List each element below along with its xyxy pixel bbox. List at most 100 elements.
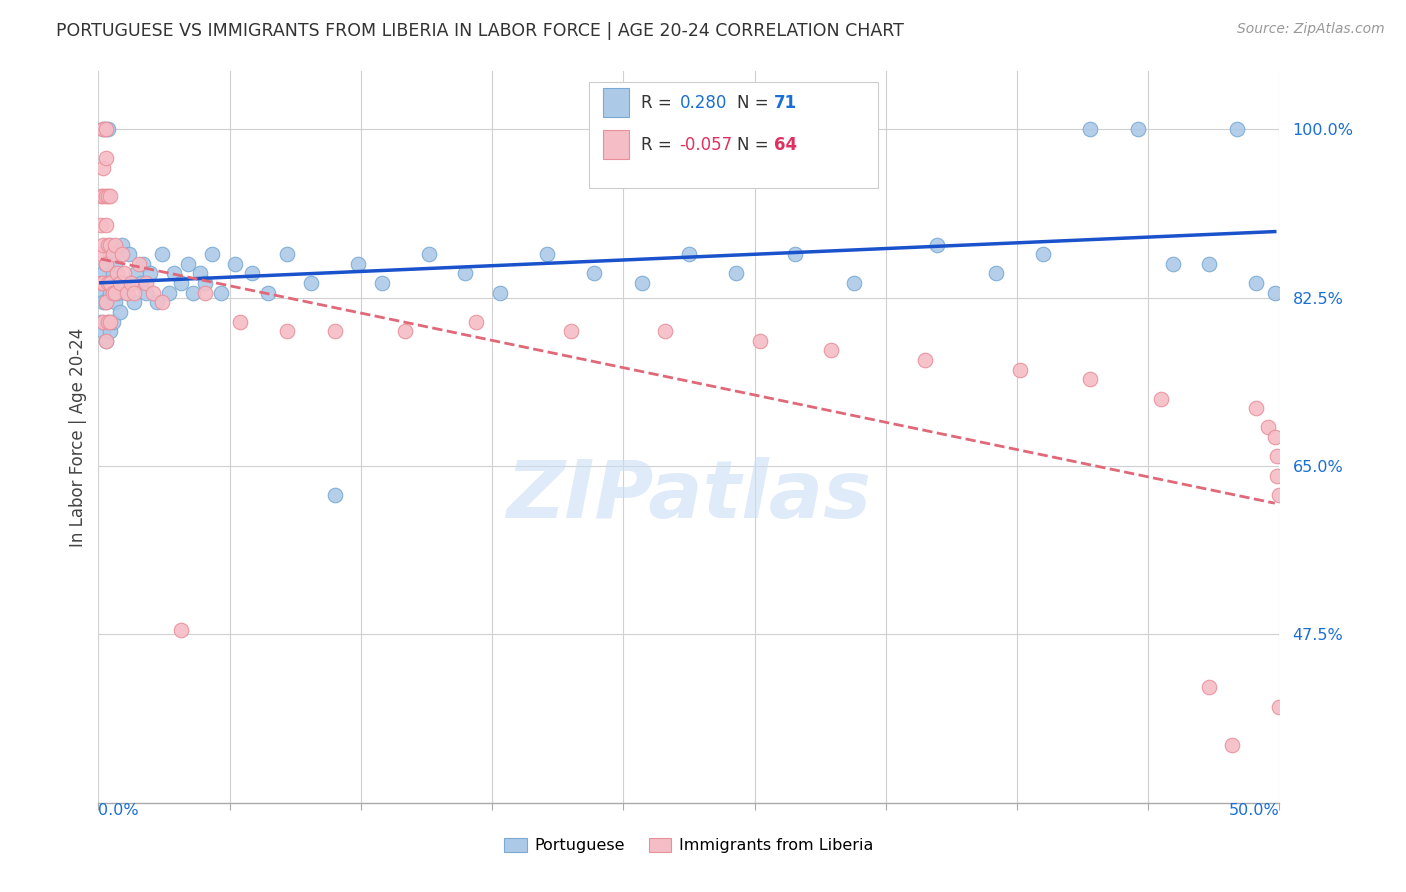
Point — [108, 276, 131, 290]
Text: -0.057: -0.057 — [679, 136, 733, 153]
FancyBboxPatch shape — [603, 88, 628, 118]
Point — [101, 315, 124, 329]
Point — [201, 247, 224, 261]
Text: N =: N = — [737, 136, 775, 153]
Point — [394, 324, 416, 338]
Point — [323, 488, 346, 502]
Point — [101, 285, 124, 300]
Point — [142, 285, 165, 300]
Point — [132, 257, 155, 271]
Point — [371, 276, 394, 290]
Point — [240, 267, 263, 281]
Point — [94, 334, 117, 348]
Point — [98, 324, 121, 338]
Point — [257, 285, 280, 300]
Point — [1198, 681, 1220, 695]
Point — [194, 285, 217, 300]
Point — [1268, 699, 1291, 714]
FancyBboxPatch shape — [603, 130, 628, 159]
Point — [94, 122, 117, 136]
Point — [1008, 362, 1031, 376]
Point — [1080, 122, 1102, 136]
Point — [104, 257, 127, 271]
Point — [135, 276, 157, 290]
Point — [91, 267, 114, 281]
Legend: Portuguese, Immigrants from Liberia: Portuguese, Immigrants from Liberia — [505, 838, 873, 854]
Point — [90, 276, 112, 290]
Point — [97, 189, 120, 203]
Point — [150, 295, 173, 310]
Point — [98, 315, 121, 329]
Y-axis label: In Labor Force | Age 20-24: In Labor Force | Age 20-24 — [69, 327, 87, 547]
Point — [583, 267, 606, 281]
Point — [97, 315, 120, 329]
Point — [630, 276, 652, 290]
Point — [115, 285, 138, 300]
Point — [209, 285, 232, 300]
Point — [101, 247, 124, 261]
Point — [1265, 468, 1288, 483]
Point — [1150, 392, 1173, 406]
Point — [91, 237, 114, 252]
Point — [984, 267, 1007, 281]
Point — [150, 247, 173, 261]
Point — [453, 267, 475, 281]
Point — [170, 623, 193, 637]
Point — [97, 276, 120, 290]
Point — [1080, 372, 1102, 386]
Point — [112, 276, 135, 290]
Point — [177, 257, 200, 271]
Point — [146, 295, 169, 310]
Text: R =: R = — [641, 94, 676, 112]
Point — [98, 276, 121, 290]
Point — [104, 237, 127, 252]
Text: PORTUGUESE VS IMMIGRANTS FROM LIBERIA IN LABOR FORCE | AGE 20-24 CORRELATION CHA: PORTUGUESE VS IMMIGRANTS FROM LIBERIA IN… — [56, 22, 904, 40]
Point — [91, 122, 114, 136]
Point — [128, 257, 150, 271]
Point — [104, 285, 127, 300]
Point — [229, 315, 252, 329]
Point — [725, 267, 748, 281]
Point — [135, 285, 157, 300]
Text: ZIPatlas: ZIPatlas — [506, 457, 872, 534]
Point — [323, 324, 346, 338]
Point — [94, 257, 117, 271]
Point — [98, 285, 121, 300]
Point — [465, 315, 488, 329]
Point — [94, 257, 117, 271]
Point — [157, 285, 180, 300]
Point — [785, 247, 807, 261]
Point — [104, 295, 127, 310]
Point — [139, 267, 162, 281]
Point — [97, 276, 120, 290]
Point — [97, 237, 120, 252]
Text: 0.280: 0.280 — [679, 94, 727, 112]
Point — [1126, 122, 1149, 136]
Point — [1265, 450, 1288, 464]
Point — [276, 247, 298, 261]
Point — [181, 285, 204, 300]
Point — [1244, 276, 1267, 290]
Point — [105, 267, 128, 281]
Point — [111, 247, 134, 261]
Text: 50.0%: 50.0% — [1229, 803, 1279, 818]
Point — [91, 276, 114, 290]
Text: Source: ZipAtlas.com: Source: ZipAtlas.com — [1237, 22, 1385, 37]
Text: N =: N = — [737, 94, 775, 112]
Point — [94, 189, 117, 203]
Point — [94, 122, 117, 136]
Point — [1198, 257, 1220, 271]
Point — [1220, 738, 1243, 752]
Point — [94, 219, 117, 233]
Point — [489, 285, 512, 300]
Point — [1032, 247, 1054, 261]
Point — [90, 189, 112, 203]
Point — [1264, 285, 1286, 300]
Point — [347, 257, 370, 271]
Point — [121, 276, 143, 290]
Point — [914, 353, 936, 368]
Point — [91, 122, 114, 136]
Text: R =: R = — [641, 136, 676, 153]
Text: 0.0%: 0.0% — [98, 803, 139, 818]
Point — [560, 324, 582, 338]
